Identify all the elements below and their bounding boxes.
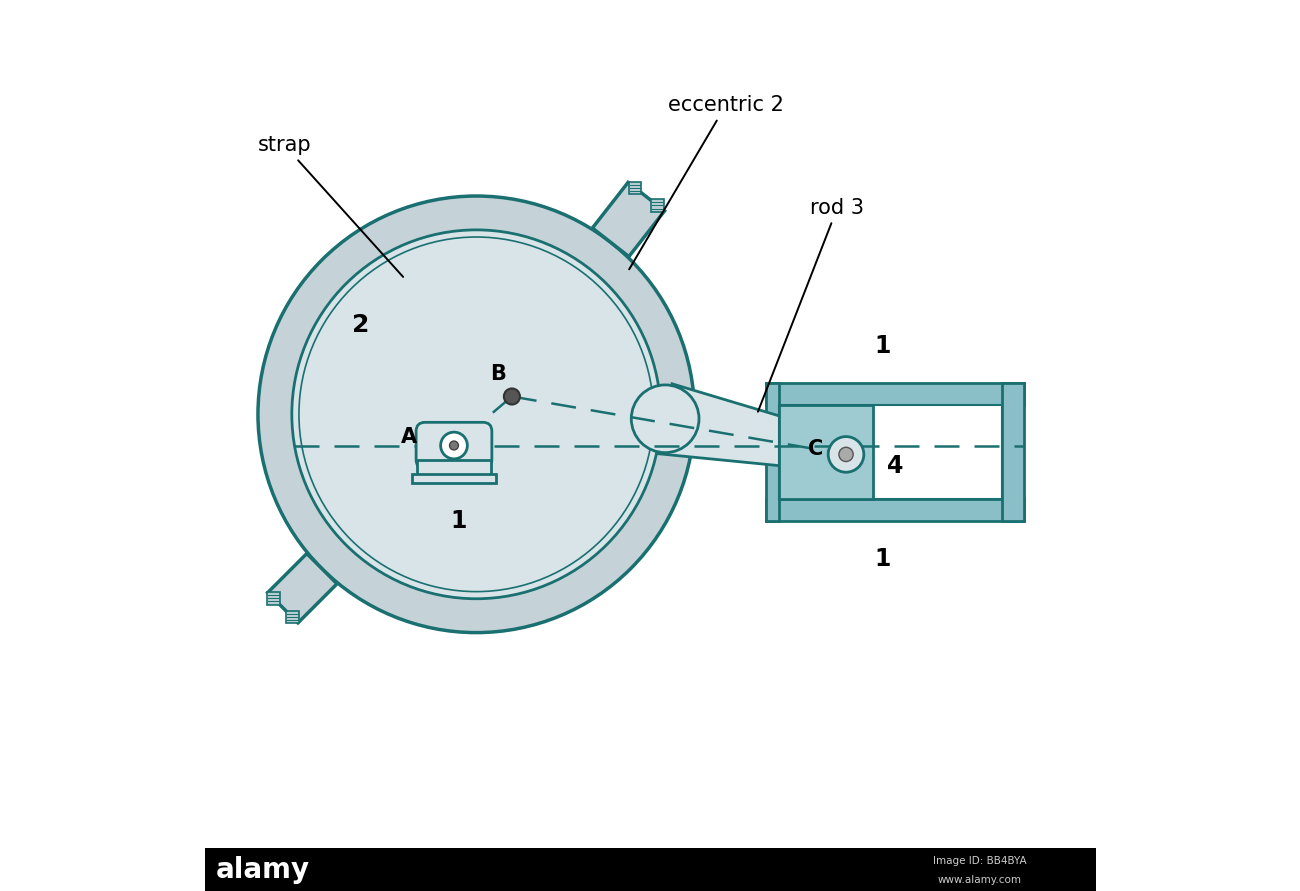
Bar (779, 405, 1002, 499)
Bar (766, 499, 1024, 521)
Bar (204, 848, 1096, 891)
Circle shape (504, 388, 520, 405)
Bar (766, 383, 779, 521)
Circle shape (838, 447, 853, 462)
Text: rod 3: rod 3 (758, 198, 865, 412)
Text: B: B (490, 364, 506, 384)
Text: 1: 1 (874, 547, 890, 570)
Polygon shape (658, 384, 849, 472)
Text: C: C (809, 439, 823, 459)
Circle shape (450, 441, 459, 450)
Circle shape (441, 432, 467, 459)
Circle shape (291, 230, 660, 599)
Text: Image ID: BB4BYA: Image ID: BB4BYA (933, 855, 1027, 866)
Text: strap: strap (257, 135, 403, 277)
Text: 1: 1 (874, 334, 890, 357)
FancyBboxPatch shape (416, 422, 491, 469)
Circle shape (257, 196, 694, 633)
Bar (766, 383, 1024, 405)
Bar (779, 405, 872, 499)
Bar (1002, 383, 1024, 521)
Bar (417, 460, 491, 476)
Bar (412, 474, 497, 483)
Text: 4: 4 (887, 454, 903, 478)
Text: eccentric 2: eccentric 2 (629, 95, 784, 269)
Bar (629, 182, 641, 194)
Text: 1: 1 (450, 510, 467, 533)
Circle shape (632, 385, 699, 453)
Text: A: A (402, 427, 417, 446)
Text: 2: 2 (352, 314, 369, 337)
Text: www.alamy.com: www.alamy.com (937, 875, 1022, 886)
Bar (286, 611, 299, 624)
Polygon shape (268, 553, 337, 623)
Bar (651, 200, 664, 212)
Bar (266, 592, 280, 604)
Text: alamy: alamy (216, 855, 309, 884)
Circle shape (828, 437, 863, 472)
Polygon shape (593, 183, 664, 257)
